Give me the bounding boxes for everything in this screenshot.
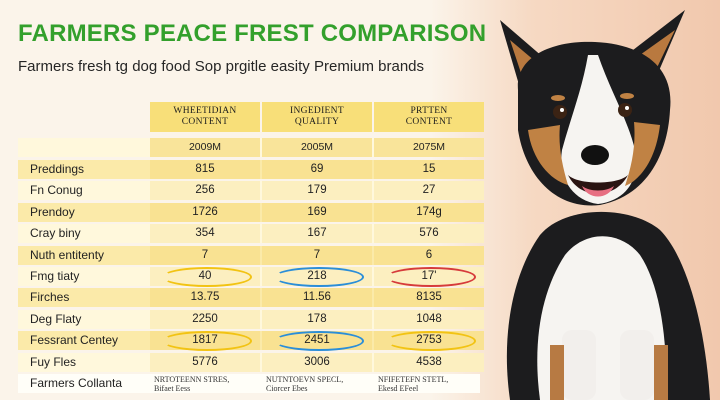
cell-bg: [374, 288, 484, 308]
row-label: Fessrant Centey: [30, 333, 119, 348]
table-cell: 2250: [192, 312, 218, 325]
cell-bg: [150, 245, 260, 265]
cell-bg: [262, 202, 372, 222]
column-header: INGEDIENT QUALITY: [262, 102, 372, 132]
cell-bg: [150, 160, 260, 179]
footnote: NFIFETEFN STETL, Ekesd EFeel: [378, 375, 478, 393]
column-header: PRTTEN CONTENT: [374, 102, 484, 132]
subheader-cell-bg: [374, 138, 484, 157]
cell-bg: [374, 224, 484, 244]
cell-bg: [374, 245, 484, 265]
row-label: Prendoy: [30, 204, 75, 219]
table-cell: 15: [422, 163, 436, 175]
row-label: Cray biny: [30, 226, 81, 241]
column-header-line1: PRTTEN: [410, 106, 448, 116]
table-cell: 354: [195, 227, 215, 240]
row-label: Farmers Collanta: [30, 376, 123, 390]
cell-bg: [150, 181, 260, 201]
table-cell: 27: [422, 184, 436, 197]
cell-bg: [374, 202, 484, 222]
column-header-line1: WHEETIDIAN: [173, 106, 237, 116]
table-row: [18, 374, 480, 393]
cell-bg: [150, 224, 260, 244]
table-cell: 1726: [192, 205, 218, 218]
cell-bg: [150, 202, 260, 222]
footnote-line1: NFIFETEFN STETL,: [378, 375, 449, 384]
table-cell: 13.75: [190, 291, 220, 304]
footnote-line2: Bifaet Eess: [154, 384, 191, 393]
dog-photo: [500, 10, 710, 400]
cell-bg: [150, 288, 260, 308]
table-cell: 8135: [416, 291, 442, 304]
table-cell: 167: [307, 227, 327, 240]
row-label: Preddings: [30, 162, 85, 176]
cell-bg: [374, 309, 484, 329]
table-cell: 7: [313, 248, 321, 261]
cell-bg: [374, 352, 484, 372]
row-label: Fn Conug: [30, 183, 83, 198]
table-cell: 6: [425, 248, 433, 261]
cell-bg: [150, 309, 260, 329]
highlight-ring: [386, 267, 476, 287]
column-subheader: 2075M: [412, 141, 446, 153]
footnote-line1: NUTNTOEVN SPECL,: [266, 375, 344, 384]
page-title: FARMERS PEACE FREST COMPARISON: [18, 20, 487, 47]
column-header: WHEETIDIAN CONTENT: [150, 102, 260, 132]
cell-bg: [374, 181, 484, 201]
table-cell: 69: [310, 163, 324, 175]
table-cell: 7: [201, 248, 209, 261]
row-label: Nuth entitenty: [30, 247, 105, 262]
column-subheader: 2005M: [300, 141, 334, 153]
subheader-cell-bg: [262, 138, 372, 157]
footnote-line1: NRTOTEENN STRES,: [154, 375, 230, 384]
highlight-ring: [274, 331, 364, 352]
row-label: Fuy Fles: [30, 354, 77, 369]
column-header-line1: INGEDIENT: [290, 106, 344, 116]
cell-bg: [374, 160, 484, 179]
table-cell: 174g: [416, 205, 442, 218]
page-subtitle: Farmers fresh tg dog food Sop prgitle ea…: [18, 58, 425, 75]
footnote: NRTOTEENN STRES, Bifaet Eess: [154, 375, 254, 393]
cell-bg: [262, 245, 372, 265]
highlight-ring: [162, 331, 252, 352]
column-header-line2: CONTENT: [405, 117, 453, 127]
table-cell: 178: [307, 312, 327, 325]
table-cell: 576: [419, 227, 439, 240]
footnote-line2: Ekesd EFeel: [378, 384, 419, 393]
cell-bg: [262, 224, 372, 244]
table-cell: 169: [307, 205, 327, 218]
table-cell: 3006: [304, 355, 330, 368]
row-label: Fmg tiaty: [30, 269, 80, 283]
table-cell: 179: [307, 184, 327, 197]
column-subheader: 2009M: [188, 141, 222, 153]
highlight-ring: [386, 331, 476, 352]
table-cell: 11.56: [303, 291, 331, 304]
table-cell: 1048: [416, 312, 442, 325]
table-cell: 4538: [416, 355, 442, 368]
cell-bg: [262, 309, 372, 329]
table-cell: 815: [195, 163, 215, 175]
highlight-ring: [274, 267, 364, 287]
column-header-line2: QUALITY: [294, 117, 340, 127]
table-cell: 5776: [192, 355, 218, 368]
row-label: Firches: [30, 290, 70, 305]
highlight-ring: [162, 267, 252, 287]
cell-bg: [262, 160, 372, 179]
footnote-line2: Ciorcer Ebes: [266, 384, 308, 393]
column-header-line2: CONTENT: [181, 117, 229, 127]
cell-bg: [262, 181, 372, 201]
cell-bg: [262, 288, 372, 308]
subheader-cell-bg: [150, 138, 260, 157]
table-cell: 256: [195, 184, 215, 197]
row-label: Deg Flaty: [30, 311, 82, 326]
cell-bg: [262, 352, 372, 372]
cell-bg: [150, 352, 260, 372]
footnote: NUTNTOEVN SPECL, Ciorcer Ebes: [266, 375, 366, 393]
